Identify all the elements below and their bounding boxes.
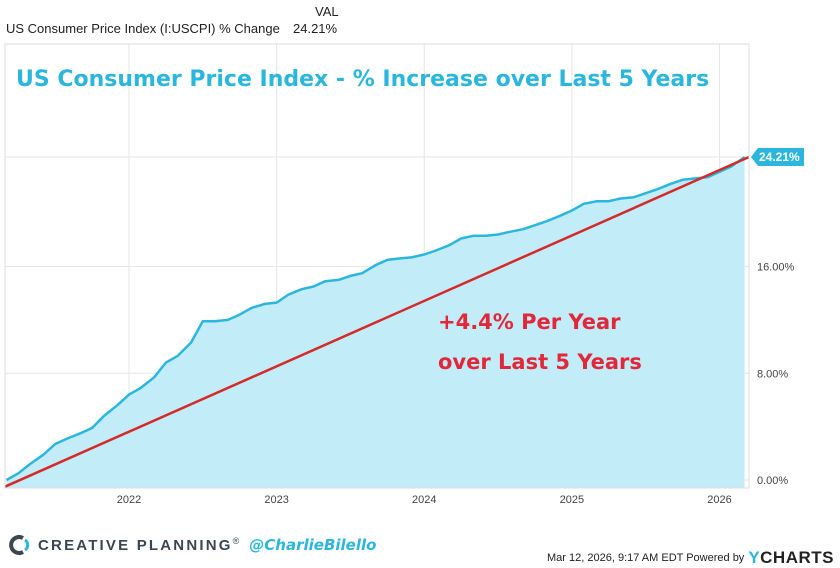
- timestamp-text: Mar 12, 2026, 9:17 AM EDT Powered by: [547, 552, 745, 564]
- creative-planning-logo-icon: [9, 535, 30, 555]
- x-tick-label: 2024: [412, 494, 436, 506]
- x-axis-ticks: 2022 2023 2024 2025 2026: [117, 494, 732, 506]
- series-line-cpi[interactable]: [5, 155, 746, 482]
- plot-border: [4, 43, 750, 489]
- y-axis-ticks: 0.00% 8.00% 16.00%: [757, 262, 795, 487]
- y-tick-label: 0.00%: [757, 475, 788, 487]
- x-tick-label: 2023: [264, 494, 288, 506]
- footer-source: Mar 12, 2026, 9:17 AM EDT Powered by YCH…: [547, 548, 834, 568]
- plot-area: [5, 155, 749, 488]
- x-tick-label: 2022: [117, 494, 141, 506]
- x-tick-label: 2025: [560, 494, 584, 506]
- end-value-badge: 24.21%: [751, 148, 804, 166]
- series-value-label: 24.21%: [293, 21, 338, 36]
- y-tick-label: 8.00%: [757, 368, 788, 380]
- y-tick-label: 16.00%: [757, 262, 795, 274]
- annotation-period: over Last 5 Years: [438, 350, 642, 374]
- trademark-symbol: ®: [232, 536, 240, 546]
- annotation-rate: +4.4% Per Year: [438, 310, 621, 334]
- column-header-val: VAL: [315, 4, 339, 19]
- ycharts-logo[interactable]: YCHARTS: [748, 548, 834, 567]
- chart-title: US Consumer Price Index - % Increase ove…: [16, 67, 709, 92]
- cpi-chart: 0.00% 8.00% 16.00% 2022 2023 2024 2025 2026 US…: [4, 43, 804, 506]
- end-value-label: 24.21%: [759, 150, 800, 164]
- x-tick-label: 2026: [707, 494, 731, 506]
- trend-line: [5, 155, 749, 488]
- author-handle[interactable]: @CharlieBilello: [249, 536, 377, 554]
- series-name-label[interactable]: US Consumer Price Index (I:USCPI) % Chan…: [6, 21, 280, 36]
- brand-name: CREATIVE PLANNING: [38, 536, 233, 554]
- footer-branding: CREATIVE PLANNING ® @CharlieBilello: [8, 534, 376, 556]
